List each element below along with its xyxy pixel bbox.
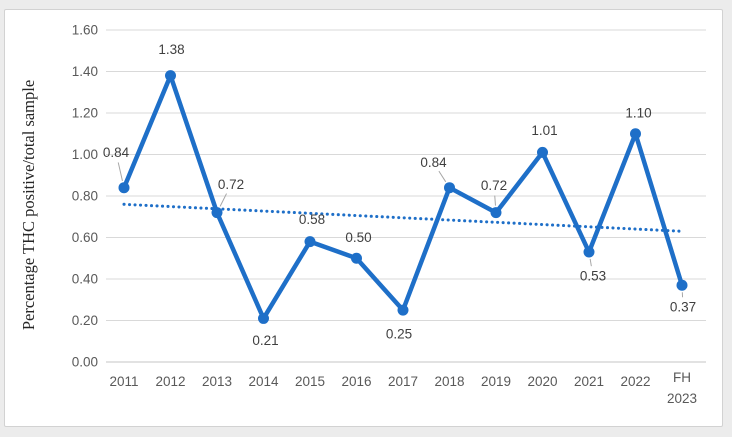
y-tick-label: 1.40 bbox=[72, 64, 98, 79]
data-point-2020 bbox=[537, 146, 548, 158]
y-tick-label: 0.60 bbox=[72, 230, 98, 245]
y-tick-label: 1.20 bbox=[72, 106, 98, 121]
axis-labels-group: 0.00 0.20 0.40 0.60 0.80 1.00 1.20 1.40 1.60 2011… bbox=[72, 23, 697, 407]
data-label: 0.84 bbox=[420, 155, 447, 170]
data-label-leader-line bbox=[117, 162, 123, 181]
data-label: 1.10 bbox=[625, 105, 651, 120]
data-point-2013 bbox=[211, 207, 223, 219]
data-point-2016 bbox=[351, 252, 362, 264]
data-point-2019 bbox=[490, 207, 502, 219]
y-tick-label: 0.00 bbox=[72, 355, 98, 370]
y-tick-label: 1.60 bbox=[72, 23, 98, 38]
y-tick-label: 0.20 bbox=[72, 313, 98, 328]
data-label: 0.37 bbox=[670, 300, 696, 315]
y-tick-label: 0.40 bbox=[72, 272, 98, 287]
x-axis-label: 2021 bbox=[574, 374, 604, 389]
data-point-2018 bbox=[444, 182, 455, 194]
data-point-2011 bbox=[118, 182, 130, 194]
x-axis-label: 2016 bbox=[341, 374, 371, 389]
data-label: 0.21 bbox=[252, 333, 278, 348]
x-axis-label: 2022 bbox=[620, 374, 650, 389]
data-point-2012 bbox=[165, 70, 176, 82]
data-label: 1.01 bbox=[531, 123, 557, 138]
data-label-leader-line bbox=[494, 195, 496, 206]
data-label-leader-line bbox=[438, 170, 447, 183]
x-axis-label: 2018 bbox=[434, 374, 464, 389]
data-point-2015 bbox=[304, 236, 316, 248]
x-axis-label: FH 2023 bbox=[667, 370, 697, 406]
data-label-leader-line bbox=[219, 193, 227, 207]
data-label: 0.58 bbox=[299, 212, 325, 227]
data-label: 0.53 bbox=[580, 269, 606, 284]
data-point-FH-2023 bbox=[676, 279, 688, 291]
data-label-leader-line bbox=[589, 258, 592, 267]
x-axis-label: 2011 bbox=[109, 374, 138, 389]
y-tick-label: 0.80 bbox=[72, 189, 98, 204]
data-label: 0.25 bbox=[386, 327, 412, 342]
data-point-2017 bbox=[397, 304, 409, 316]
data-point-2022 bbox=[630, 128, 641, 140]
gridlines-group bbox=[106, 29, 706, 363]
data-label: 0.50 bbox=[345, 230, 371, 245]
x-axis-label: 2013 bbox=[202, 374, 232, 389]
series-group bbox=[118, 70, 688, 324]
y-axis-title: Percentage THC positive/total sample bbox=[19, 80, 38, 330]
x-axis-label: 2012 bbox=[155, 374, 185, 389]
data-label: 1.38 bbox=[158, 42, 184, 57]
data-label: 0.84 bbox=[103, 145, 130, 160]
x-axis-label: 2020 bbox=[527, 374, 557, 389]
x-axis-label: 2019 bbox=[481, 374, 511, 389]
data-label: 0.72 bbox=[481, 178, 507, 193]
x-axis-label: 2015 bbox=[295, 374, 325, 389]
y-tick-label: 1.00 bbox=[72, 147, 98, 162]
x-axis-label: 2014 bbox=[248, 374, 279, 389]
data-labels-group: 0.84 1.38 0.72 0.21 0.58 0.50 0.25 0.84 0.72 1.01… bbox=[103, 42, 696, 348]
data-point-2014 bbox=[258, 312, 269, 324]
data-label: 0.72 bbox=[218, 177, 244, 192]
data-point-2021 bbox=[583, 246, 595, 258]
x-axis-label: 2017 bbox=[388, 374, 418, 389]
